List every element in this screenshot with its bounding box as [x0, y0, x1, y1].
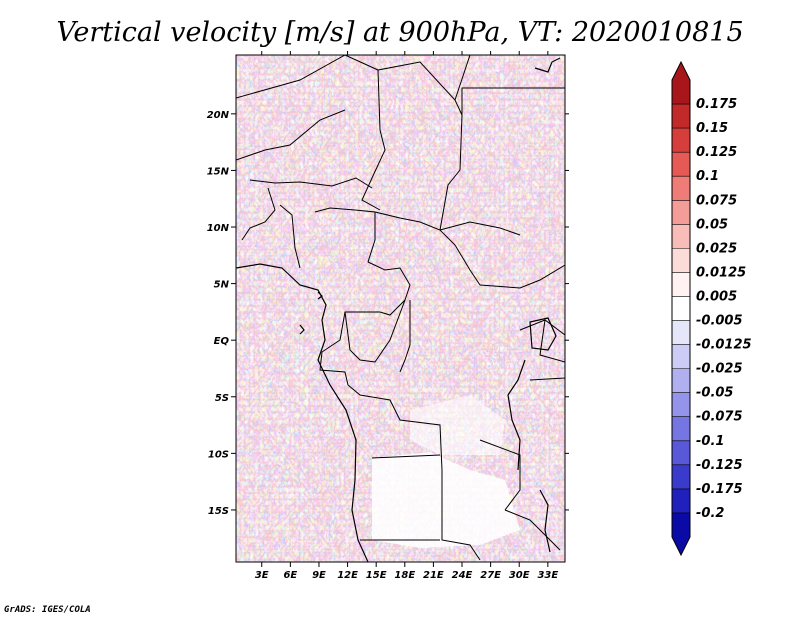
colorbar-label: 0.0125: [696, 265, 746, 280]
x-tick-label: 9E: [312, 570, 326, 581]
colorbar-segment: [672, 488, 690, 514]
y-tick-label: EQ: [214, 336, 230, 347]
y-axis: 20N 15N 10N 5N EQ 5S 10S 15S: [207, 110, 569, 517]
y-tick-label: 5S: [215, 393, 229, 404]
border-line: [461, 87, 565, 115]
border-line: [504, 509, 561, 551]
x-tick-label: 24E: [452, 570, 473, 581]
colorbar-segment: [672, 224, 690, 249]
colorbar-label: 0.05: [696, 217, 728, 232]
colorbar-label: -0.1: [696, 434, 724, 449]
x-tick-label: 27E: [480, 570, 501, 581]
border-line: [367, 261, 411, 301]
border-line: [241, 187, 276, 241]
border-line: [539, 319, 565, 363]
y-tick-label: 10N: [207, 223, 230, 234]
border-line: [319, 339, 349, 386]
colorbar-segment: [672, 104, 690, 129]
lake-tanganyika: [507, 359, 526, 471]
border-line: [236, 55, 346, 99]
border-line: [314, 207, 376, 263]
colorbar-segment: [672, 200, 690, 225]
colorbar-label: 0.005: [696, 289, 737, 304]
colorbar-label: -0.075: [696, 410, 743, 425]
colorbar-label: -0.05: [696, 386, 733, 401]
border-line: [371, 454, 441, 459]
y-tick-label: 10S: [208, 449, 229, 460]
colorbar-segment: [672, 392, 690, 418]
y-tick-label: 15N: [207, 166, 230, 177]
colorbar-segment: [672, 128, 690, 153]
colorbar-label: -0.005: [696, 314, 743, 329]
x-tick-label: 15E: [366, 570, 387, 581]
colorbar-segment: [672, 248, 690, 273]
border-line: [249, 177, 373, 189]
border-line: [279, 204, 301, 269]
quiet-region-south: [372, 452, 520, 548]
y-tick-label: 15S: [208, 506, 229, 517]
x-tick-label: 3E: [255, 570, 269, 581]
lake-victoria: [529, 317, 557, 351]
colorbar-segment: [672, 416, 690, 442]
colorbar-label: 0.175: [696, 97, 737, 112]
border-line: [439, 221, 521, 236]
colorbar-label: -0.0125: [696, 338, 752, 353]
x-tick-label: 6E: [283, 570, 297, 581]
colorbar-label: -0.125: [696, 458, 743, 473]
border-line: [347, 384, 443, 471]
colorbar-segment: [672, 440, 690, 466]
colorbar: 0.175 0.15 0.125 0.1 0.075 0.05 0.025 0.0125 0.0…: [671, 60, 752, 557]
map-frame: [235, 54, 566, 563]
colorbar-segment: [672, 368, 690, 394]
colorbar-segment: [672, 344, 690, 370]
coastlines: [236, 57, 561, 562]
grads-credit: GrADS: IGES/COLA: [4, 605, 91, 615]
chart-title: Vertical velocity [m/s] at 900hPa, VT: 2…: [56, 17, 743, 48]
colorbar-label: -0.025: [696, 362, 743, 377]
x-tick-label: 30E: [509, 570, 530, 581]
colorbar-segment: [672, 152, 690, 177]
colorbar-label: -0.2: [696, 506, 724, 521]
border-line: [479, 264, 565, 289]
border-line: [454, 55, 471, 101]
colorbar-segment: [672, 320, 690, 346]
map-panel: 3E 6E 9E 12E 15E 18E 21E 24E 27E 30E 33E 20N 15N 10N…: [207, 51, 569, 581]
colorbar-label: 0.15: [696, 121, 728, 136]
y-tick-label: 20N: [207, 110, 230, 121]
colorbar-segment: [672, 176, 690, 201]
colorbar-segment: [672, 296, 690, 322]
border-line: [441, 470, 481, 561]
border-line: [236, 109, 346, 161]
colorbar-outline: [671, 60, 691, 557]
coastline-northeast: [534, 57, 561, 73]
country-borders: [236, 55, 565, 561]
island: [317, 291, 323, 300]
coastline-west: [236, 263, 369, 562]
colorbar-segment-bottom: [672, 512, 690, 555]
border-line: [339, 299, 406, 341]
colorbar-segment: [672, 464, 690, 490]
x-tick-label: 12E: [337, 570, 358, 581]
colorbar-label: 0.025: [696, 241, 737, 256]
border-line: [344, 299, 406, 363]
x-tick-label: 21E: [423, 570, 444, 581]
y-tick-label: 5N: [214, 280, 230, 291]
island: [299, 324, 305, 335]
x-tick-label: 18E: [394, 570, 415, 581]
colorbar-segment: [672, 80, 690, 105]
border-line: [479, 439, 521, 511]
colorbar-label: 0.1: [696, 169, 719, 184]
x-axis: 3E 6E 9E 12E 15E 18E 21E 24E 27E 30E 33E: [255, 51, 558, 581]
border-line: [399, 300, 411, 373]
border-line: [529, 377, 565, 381]
velocity-field: [236, 55, 565, 562]
colorbar-label: 0.125: [696, 145, 737, 160]
lake-malawi: [539, 489, 551, 553]
x-tick-label: 33E: [537, 570, 558, 581]
colorbar-label: -0.175: [696, 482, 743, 497]
colorbar-label: 0.075: [696, 193, 737, 208]
colorbar-segment: [672, 272, 690, 297]
